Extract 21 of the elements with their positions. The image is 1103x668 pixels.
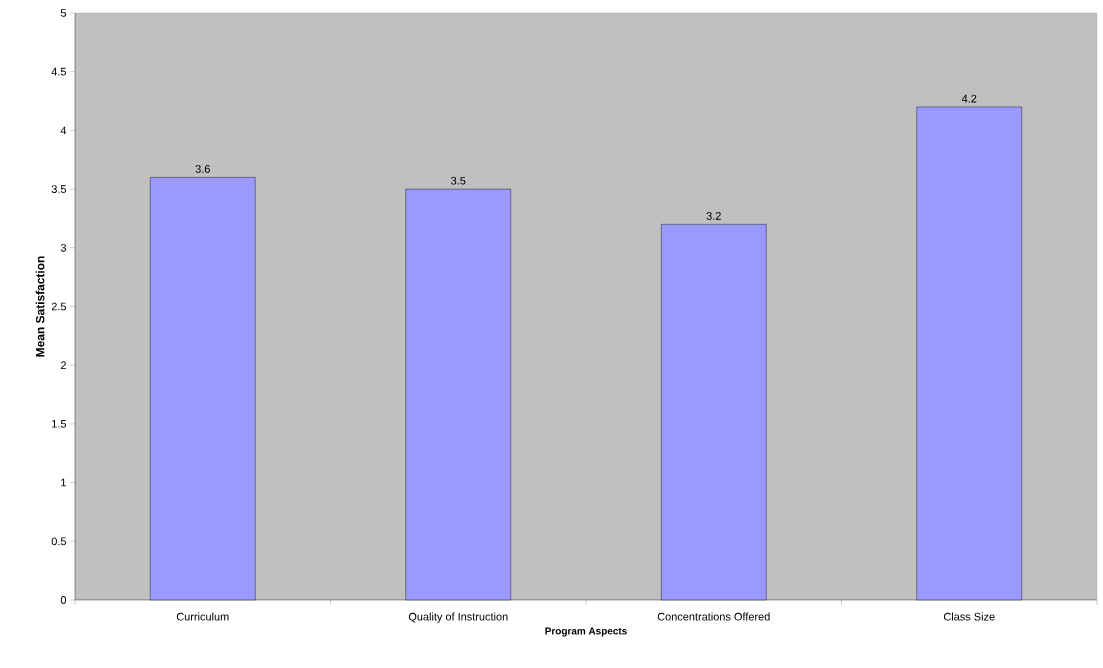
y-tick-label: 1 xyxy=(61,478,66,487)
data-label: 3.6 xyxy=(195,165,210,173)
y-tick-label: 1.5 xyxy=(52,420,67,428)
y-tick-label: 0.5 xyxy=(51,537,67,546)
y-tick-label: 4 xyxy=(60,126,67,135)
y-tick-label: 2.5 xyxy=(51,302,67,311)
x-tick-label: Curriculum xyxy=(176,612,229,621)
x-tick-label: Concentrations Offered xyxy=(657,612,770,621)
data-label: 4.2 xyxy=(961,94,977,103)
x-tick-label: Quality of Instruction xyxy=(408,612,508,623)
y-tick-label: 4.5 xyxy=(51,67,67,76)
data-label: 3.2 xyxy=(706,212,721,220)
data-label: 3.5 xyxy=(451,176,466,185)
y-tick-label: 2 xyxy=(60,361,66,370)
y-tick-label: 0 xyxy=(60,596,67,604)
x-axis-title: Program Aspects xyxy=(545,627,627,637)
y-tick-label: 3.5 xyxy=(51,185,67,193)
y-axis-title: Mean Satisfaction xyxy=(35,256,45,357)
x-tick-label: Class Size xyxy=(943,612,995,621)
y-tick-label: 5 xyxy=(60,9,67,17)
y-tick-label: 3 xyxy=(60,243,66,252)
